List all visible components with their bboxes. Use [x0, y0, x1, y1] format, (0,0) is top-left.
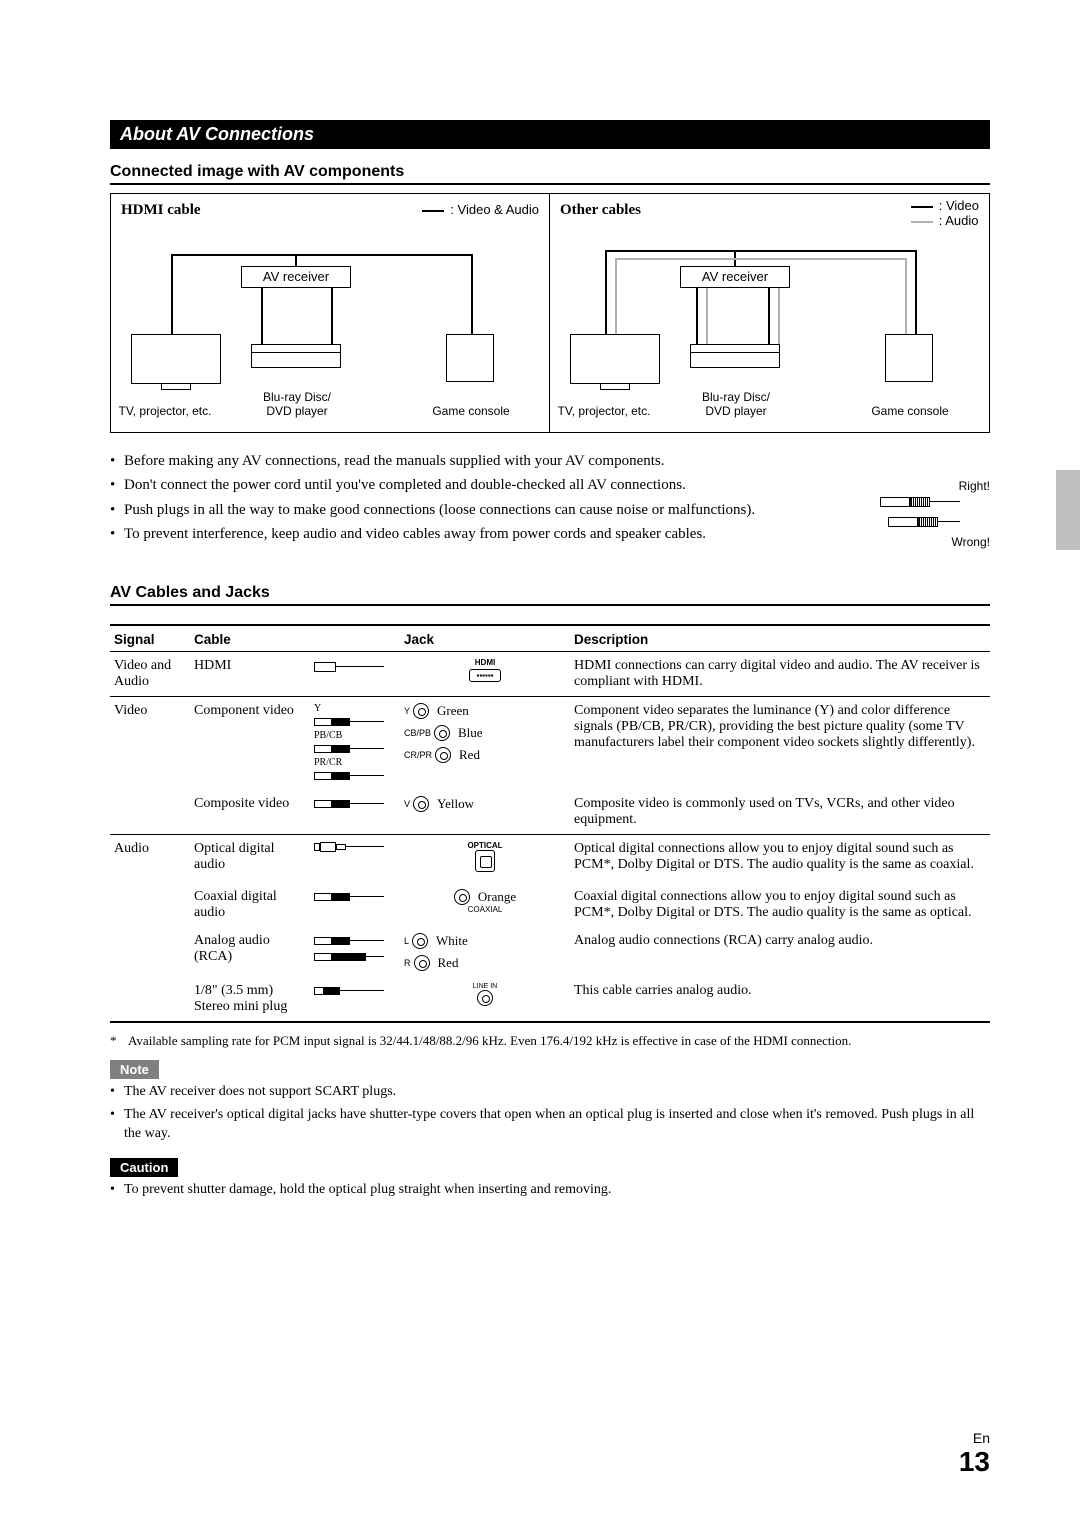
rule: [110, 183, 990, 185]
diagram-title: Other cables: [560, 202, 641, 219]
device-label: Blu-ray Disc/DVD player: [676, 390, 796, 418]
av-receiver-box: AV receiver: [241, 266, 351, 288]
cell-cable: 1/8" (3.5 mm) Stereo mini plug: [190, 977, 310, 1022]
legend-item: : Video & Audio: [450, 202, 539, 217]
plug-wrong-label: Wrong!: [952, 535, 990, 549]
rule: [110, 604, 990, 606]
cell-cable: Component video: [190, 697, 310, 791]
cell-desc: HDMI connections can carry digital video…: [570, 652, 990, 697]
cell-jack: LINE IN: [400, 977, 570, 1022]
cable-icon: [310, 883, 400, 927]
subhead-cables-jacks: AV Cables and Jacks: [110, 584, 990, 602]
bluray-icon: [690, 352, 780, 368]
cell-signal: Video and Audio: [110, 652, 190, 697]
caution-item: To prevent shutter damage, hold the opti…: [110, 1181, 990, 1200]
cables-jacks-table: Signal Cable Jack Description Video and …: [110, 624, 990, 1023]
device-label: Blu-ray Disc/DVD player: [237, 390, 357, 418]
device-label: TV, projector, etc.: [544, 404, 664, 418]
tip-item: Push plugs in all the way to make good c…: [110, 500, 870, 520]
cable-icon: Y PB/CB PR/CR: [310, 697, 400, 791]
cell-jack: VYellow: [400, 790, 570, 835]
cable-icon: [310, 927, 400, 977]
cable-icon: [310, 790, 400, 835]
section-banner: About AV Connections: [110, 120, 990, 149]
tip-item: Before making any AV connections, read t…: [110, 451, 870, 471]
cable-icon: [310, 835, 400, 884]
cell-desc: Analog audio connections (RCA) carry ana…: [570, 927, 990, 977]
cell-desc: Component video separates the luminance …: [570, 697, 990, 791]
cell-jack: LWhite RRed: [400, 927, 570, 977]
footnote: Available sampling rate for PCM input si…: [110, 1033, 990, 1050]
device-label: Game console: [850, 404, 970, 418]
console-icon: [885, 334, 933, 382]
cell-desc: Coaxial digital connections allow you to…: [570, 883, 990, 927]
page-number: En 13: [959, 1430, 990, 1478]
tv-icon: [131, 334, 221, 394]
diagram-title: HDMI cable: [121, 202, 201, 219]
device-label: Game console: [411, 404, 531, 418]
cell-jack: YGreen CB/PBBlue CR/PRRed: [400, 697, 570, 791]
tip-item: To prevent interference, keep audio and …: [110, 524, 870, 544]
cell-jack: OPTICAL: [400, 835, 570, 884]
caution-tag: Caution: [110, 1158, 178, 1177]
cell-cable: Composite video: [190, 790, 310, 835]
diagram-hdmi: HDMI cable : Video & Audio AV receiver T…: [110, 193, 550, 433]
tv-icon: [570, 334, 660, 394]
av-receiver-label: AV receiver: [702, 269, 768, 284]
legend: : Video : Audio: [911, 198, 979, 228]
cell-cable: Optical digital audio: [190, 835, 310, 884]
av-receiver-box: AV receiver: [680, 266, 790, 288]
av-receiver-label: AV receiver: [263, 269, 329, 284]
cell-cable: HDMI: [190, 652, 310, 697]
console-icon: [446, 334, 494, 382]
cell-signal: Video: [110, 697, 190, 791]
th-cable: Cable: [190, 625, 400, 652]
cell-cable: Analog audio (RCA): [190, 927, 310, 977]
cell-desc: This cable carries analog audio.: [570, 977, 990, 1022]
plug-insert-diagram: Right! Wrong!: [880, 479, 990, 549]
th-jack: Jack: [400, 625, 570, 652]
th-desc: Description: [570, 625, 990, 652]
cell-desc: Optical digital connections allow you to…: [570, 835, 990, 884]
note-item: The AV receiver does not support SCART p…: [110, 1083, 990, 1102]
cell-jack: HDMI ▪▪▪▪▪▪: [400, 652, 570, 697]
diagram-other: Other cables : Video : Audio AV receiver…: [550, 193, 990, 433]
tip-item: Don't connect the power cord until you'v…: [110, 475, 870, 495]
plug-right-label: Right!: [959, 479, 990, 493]
connection-tips: Before making any AV connections, read t…: [110, 451, 990, 544]
note-tag: Note: [110, 1060, 159, 1079]
th-signal: Signal: [110, 625, 190, 652]
thumb-tab: [1056, 470, 1080, 550]
legend-item: : Audio: [939, 213, 979, 228]
bluray-icon: [251, 352, 341, 368]
legend-item: : Video: [939, 198, 979, 213]
cell-signal: Audio: [110, 835, 190, 884]
cell-desc: Composite video is commonly used on TVs,…: [570, 790, 990, 835]
subhead-connected-image: Connected image with AV components: [110, 163, 990, 181]
connection-diagrams: HDMI cable : Video & Audio AV receiver T…: [110, 193, 990, 433]
device-label: TV, projector, etc.: [105, 404, 225, 418]
cell-cable: Coaxial digital audio: [190, 883, 310, 927]
cell-jack: Orange COAXIAL: [400, 883, 570, 927]
cable-icon: [310, 977, 400, 1022]
cable-icon: [310, 652, 400, 697]
note-item: The AV receiver's optical digital jacks …: [110, 1106, 990, 1144]
legend: : Video & Audio: [422, 202, 539, 217]
